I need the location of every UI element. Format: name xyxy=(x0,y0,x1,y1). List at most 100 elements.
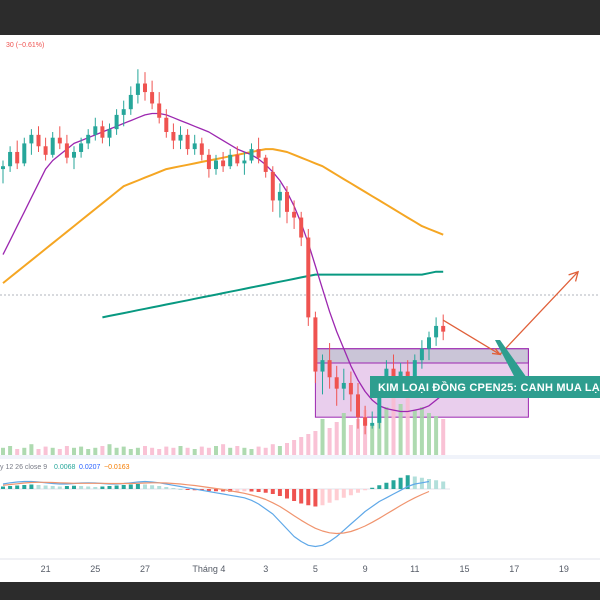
annotation-box[interactable] xyxy=(370,376,600,398)
bottom-frame xyxy=(0,582,600,600)
volume-bar xyxy=(79,446,84,455)
candle[interactable] xyxy=(50,132,55,158)
candle-body xyxy=(434,325,439,338)
candle[interactable] xyxy=(363,405,368,435)
candle[interactable] xyxy=(306,228,311,326)
candle[interactable] xyxy=(263,154,268,178)
candle-body xyxy=(86,134,91,144)
candle-body xyxy=(270,171,275,201)
candle[interactable] xyxy=(93,117,98,141)
volume-bar xyxy=(15,449,20,455)
candle[interactable] xyxy=(128,86,133,115)
candle[interactable] xyxy=(334,365,339,406)
candle-body xyxy=(164,117,169,132)
candle[interactable] xyxy=(221,151,226,172)
candle-body xyxy=(306,237,311,318)
volume-bar xyxy=(1,447,5,455)
candle[interactable] xyxy=(341,368,346,401)
volume-bar xyxy=(128,449,133,455)
candle[interactable] xyxy=(121,100,126,127)
macd-legend: y 12 26 close 9 0.0068 0.0207 −0.0163 xyxy=(0,464,130,471)
candle[interactable] xyxy=(8,146,13,172)
candle[interactable] xyxy=(348,371,353,412)
candle[interactable] xyxy=(36,126,41,152)
candle[interactable] xyxy=(427,331,431,361)
candle[interactable] xyxy=(214,154,218,175)
candle[interactable] xyxy=(249,143,254,164)
candle[interactable] xyxy=(164,109,169,138)
volume-bar xyxy=(249,449,254,455)
volume-bar xyxy=(192,449,197,455)
candle[interactable] xyxy=(86,129,91,150)
candle[interactable] xyxy=(43,137,48,161)
macd-pane[interactable] xyxy=(0,459,600,559)
candle[interactable] xyxy=(313,311,318,383)
candle[interactable] xyxy=(299,211,304,247)
candle-body xyxy=(100,126,105,138)
time-axis[interactable] xyxy=(0,559,600,582)
candle-body xyxy=(199,143,204,155)
candle[interactable] xyxy=(29,129,34,155)
candle[interactable] xyxy=(199,137,204,161)
time-axis-tick-label: 9 xyxy=(363,564,368,574)
candle-body xyxy=(242,160,247,164)
candle[interactable] xyxy=(100,120,105,144)
candle[interactable] xyxy=(171,123,176,150)
candle[interactable] xyxy=(419,340,424,369)
candle[interactable] xyxy=(320,354,325,395)
candle[interactable] xyxy=(64,134,69,164)
macd-histogram-bar xyxy=(341,489,346,498)
candle[interactable] xyxy=(72,146,76,170)
macd-histogram-bar xyxy=(214,489,218,492)
candle[interactable] xyxy=(150,80,155,110)
candle[interactable] xyxy=(157,92,162,124)
candle[interactable] xyxy=(327,343,332,389)
candle[interactable] xyxy=(107,123,112,147)
candle[interactable] xyxy=(206,149,211,178)
candle[interactable] xyxy=(434,317,439,346)
candle[interactable] xyxy=(292,200,297,229)
candle-body xyxy=(143,83,147,93)
macd-histogram-bar xyxy=(79,486,84,489)
volume-bar xyxy=(427,413,431,455)
candle[interactable] xyxy=(178,126,183,150)
candle[interactable] xyxy=(277,183,282,218)
candle-body xyxy=(249,149,254,161)
candle[interactable] xyxy=(370,411,375,429)
candle[interactable] xyxy=(192,134,197,155)
candle[interactable] xyxy=(114,109,119,135)
candle[interactable] xyxy=(242,151,247,175)
macd-histogram-bar xyxy=(22,485,27,489)
time-axis-tick-label: 27 xyxy=(140,564,150,574)
candle[interactable] xyxy=(441,314,446,341)
candle[interactable] xyxy=(1,160,5,184)
volume-bar xyxy=(114,447,119,455)
candle[interactable] xyxy=(57,126,62,150)
macd-histogram-bar xyxy=(114,485,119,489)
macd-histogram-bar xyxy=(320,489,325,506)
candle-body xyxy=(427,337,431,349)
macd-histogram-bar xyxy=(29,484,34,489)
candle[interactable] xyxy=(135,69,140,104)
candle-body xyxy=(150,92,155,104)
volume-bar xyxy=(327,428,332,455)
candle[interactable] xyxy=(22,137,27,167)
candle[interactable] xyxy=(79,137,84,158)
candle[interactable] xyxy=(270,166,275,212)
candle[interactable] xyxy=(256,137,261,164)
volume-bar xyxy=(199,446,204,455)
macd-histogram-bar xyxy=(185,489,190,490)
candle[interactable] xyxy=(285,186,289,224)
candle[interactable] xyxy=(143,72,147,101)
candle-body xyxy=(93,126,98,135)
volume-bar xyxy=(50,447,55,455)
candle[interactable] xyxy=(228,149,233,170)
candle[interactable] xyxy=(185,129,190,155)
pane-separator[interactable] xyxy=(0,455,600,459)
macd-histogram-bar xyxy=(50,486,55,489)
volume-bar xyxy=(285,443,289,455)
candle[interactable] xyxy=(15,140,20,170)
candle[interactable] xyxy=(356,382,360,429)
candle[interactable] xyxy=(235,146,240,167)
